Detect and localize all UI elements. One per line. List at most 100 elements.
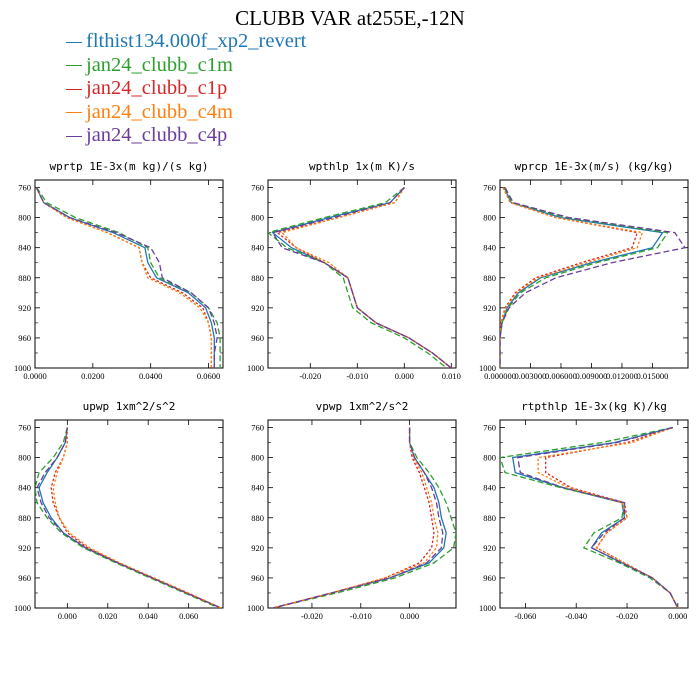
series-line-jan24_clubb_c4m — [35, 187, 213, 368]
series-line-jan24_clubb_c4m — [280, 187, 452, 368]
series-line-jan24_clubb_c4m — [500, 187, 644, 368]
y-tick-label: 920 — [18, 303, 31, 313]
series-line-jan24_clubb_c4p — [517, 426, 679, 608]
series-line-jan24_clubb_c1p — [545, 426, 679, 608]
y-tick-label: 760 — [483, 423, 496, 433]
series-line-jan24_clubb_c1m — [272, 427, 456, 608]
legend-item: jan24_clubb_c1m — [66, 54, 306, 78]
series-line-flthist134.000f_xp2_revert — [272, 427, 447, 608]
series-line-jan24_clubb_c4m — [52, 427, 222, 608]
y-tick-label: 760 — [18, 423, 31, 433]
y-tick-label: 1000 — [479, 603, 496, 613]
series-line-jan24_clubb_c1m — [36, 187, 221, 368]
x-tick-label: -0.020 — [301, 611, 323, 621]
legend-item: jan24_clubb_c4m — [66, 101, 306, 125]
legend-line-icon — [66, 88, 82, 90]
x-tick-label: -0.010 — [346, 371, 368, 381]
series-line-flthist134.000f_xp2_revert — [271, 187, 452, 368]
y-tick-label: 840 — [18, 483, 31, 493]
x-tick-label: 0.060 — [179, 611, 198, 621]
panel: wpthlp 1x(m K)/s 760 800 840 880 920 960 1000 -0… — [247, 160, 461, 381]
y-tick-label: 840 — [251, 483, 264, 493]
x-tick-label: 0.009000 — [576, 371, 608, 381]
panel-frame — [34, 179, 224, 369]
x-tick-label: 0.000 — [668, 611, 687, 621]
x-tick-label: 0.020 — [98, 611, 117, 621]
y-tick-label: 800 — [483, 453, 496, 463]
panel-title: upwp 1xm^2/s^2 — [83, 400, 176, 413]
y-tick-label: 1000 — [247, 363, 264, 373]
y-tick-label: 760 — [483, 183, 496, 193]
y-tick-label: 800 — [251, 213, 264, 223]
y-tick-label: 960 — [483, 573, 496, 583]
series-line-flthist134.000f_xp2_revert — [500, 187, 664, 368]
x-tick-label: 0.000 — [400, 611, 419, 621]
y-tick-label: 880 — [251, 513, 264, 523]
y-tick-label: 920 — [251, 303, 264, 313]
y-tick-label: 840 — [251, 243, 264, 253]
x-tick-label: 0.006000 — [545, 371, 577, 381]
legend-label: jan24_clubb_c1p — [86, 77, 228, 99]
panel-title: wprtp 1E-3x(m kg)/(s kg) — [50, 160, 209, 173]
series-line-jan24_clubb_c4p — [500, 187, 687, 368]
y-tick-label: 960 — [18, 333, 31, 343]
y-tick-label: 760 — [251, 423, 264, 433]
series-line-flthist134.000f_xp2_revert — [35, 187, 215, 368]
panel-title: wprcp 1E-3x(m/s) (kg/kg) — [515, 160, 674, 173]
y-tick-label: 800 — [18, 213, 31, 223]
legend-label: jan24_clubb_c1m — [86, 53, 233, 76]
x-tick-label: 0.000000 — [484, 371, 516, 381]
y-tick-label: 920 — [483, 303, 496, 313]
y-tick-label: 840 — [483, 483, 496, 493]
series-line-jan24_clubb_c1p — [272, 427, 435, 608]
series-line-jan24_clubb_c1p — [275, 187, 452, 368]
panel-title: rtpthlp 1E-3x(kg K)/kg — [521, 400, 667, 413]
y-tick-label: 1000 — [14, 603, 31, 613]
y-tick-label: 960 — [251, 333, 264, 343]
series-line-jan24_clubb_c4m — [272, 427, 439, 608]
panel-frame — [499, 419, 689, 609]
x-tick-label: -0.020 — [616, 611, 638, 621]
x-tick-label: 0.000 — [395, 371, 414, 381]
panel-frame — [267, 179, 457, 369]
y-tick-label: 840 — [483, 243, 496, 253]
y-tick-label: 880 — [18, 513, 31, 523]
y-tick-label: 960 — [251, 573, 264, 583]
y-tick-label: 880 — [18, 273, 31, 283]
legend-item: jan24_clubb_c4p — [66, 124, 306, 148]
x-tick-label: 0.010 — [442, 371, 461, 381]
legend-label: flthist134.000f_xp2_revert — [86, 30, 307, 52]
legend-line-icon — [66, 135, 82, 137]
panel: upwp 1xm^2/s^2 760 800 840 880 920 960 1000 0.00… — [14, 400, 224, 621]
x-tick-label: -0.020 — [299, 371, 321, 381]
series-line-flthist134.000f_xp2_revert — [38, 427, 222, 608]
x-tick-label: -0.060 — [514, 611, 536, 621]
series-line-jan24_clubb_c1m — [35, 427, 220, 608]
legend-item: jan24_clubb_c1p — [66, 77, 306, 101]
panel-frame — [267, 419, 457, 609]
series-line-jan24_clubb_c4p — [35, 187, 218, 368]
x-tick-label: 0.040 — [139, 611, 158, 621]
series-line-jan24_clubb_c4p — [36, 427, 222, 608]
legend-line-icon — [66, 41, 82, 43]
x-tick-label: 0.000 — [58, 611, 77, 621]
y-tick-label: 920 — [483, 543, 496, 553]
y-tick-label: 760 — [251, 183, 264, 193]
y-tick-label: 880 — [483, 273, 496, 283]
x-tick-label: 0.015000 — [636, 371, 668, 381]
y-tick-label: 920 — [18, 543, 31, 553]
x-tick-label: 0.0600 — [197, 371, 220, 381]
legend-item: flthist134.000f_xp2_revert — [66, 30, 306, 54]
x-tick-label: 0.0400 — [139, 371, 162, 381]
panel-frame — [499, 179, 689, 369]
y-tick-label: 760 — [18, 183, 31, 193]
y-tick-label: 880 — [251, 273, 264, 283]
y-tick-label: 960 — [18, 573, 31, 583]
legend-label: jan24_clubb_c4p — [86, 124, 228, 146]
series-line-jan24_clubb_c1m — [500, 426, 679, 608]
series-line-jan24_clubb_c1p — [50, 427, 222, 608]
series-line-jan24_clubb_c4p — [272, 427, 444, 608]
series-line-jan24_clubb_c1m — [268, 186, 448, 368]
